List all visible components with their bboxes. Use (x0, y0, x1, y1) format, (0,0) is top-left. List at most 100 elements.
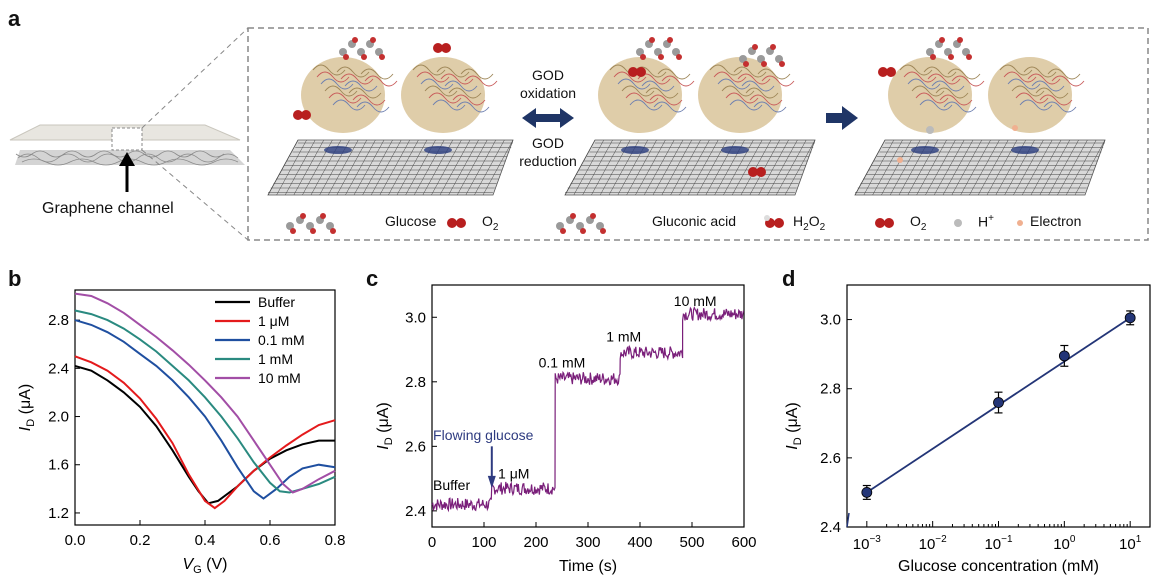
enzyme-strand (657, 68, 691, 80)
enzyme-strand (907, 78, 941, 90)
enzyme-strand (625, 92, 659, 104)
graphene-lattice-line (431, 139, 462, 196)
enzyme-strand (432, 99, 466, 111)
enzyme-strand (412, 64, 446, 76)
current-trace (431, 306, 745, 513)
graphene-lattice-line (591, 139, 622, 196)
y-tick-label: 2.0 (48, 409, 69, 426)
graphene-lattice-line (439, 139, 471, 196)
x-tick-exp: −3 (869, 534, 881, 545)
x-tick-label: 10−2 (919, 534, 948, 553)
enzyme-strand (1043, 101, 1077, 113)
legend-h2o2: H2O2 (793, 213, 825, 233)
enzyme-strand (713, 71, 747, 83)
enzyme-strand (745, 87, 779, 99)
fad-center (1011, 146, 1039, 154)
fad-center (911, 146, 939, 154)
enzyme-strand (356, 101, 390, 113)
x-tick-exp: 0 (1070, 534, 1076, 545)
enzyme-strand (729, 99, 763, 111)
y-tick-label: 2.4 (820, 519, 841, 536)
legend-molecule-atom (326, 222, 334, 230)
x-tick-label: 400 (627, 534, 652, 551)
scene-gluconic-acid (564, 37, 816, 196)
enzyme-strand (344, 80, 378, 92)
enzyme-strand (336, 66, 370, 78)
x-axis-label: Time (s) (559, 558, 617, 575)
panel-letter-a: a (8, 6, 21, 31)
x-tick-label: 10−1 (984, 534, 1013, 553)
legend-h2o2-sub2: 2 (819, 221, 826, 233)
legend-o2-sub: 2 (492, 221, 499, 233)
enzyme-strand (428, 92, 462, 104)
x-axis-label: VG (V) (182, 556, 227, 576)
graphene-lattice-line (775, 139, 807, 196)
enzyme-strand (1039, 94, 1073, 106)
legend-molecule-atom (580, 228, 586, 234)
chart-b-iv-curves: 0.0 0.2 0.4 0.6 0.8 1.2 1.6 2.0 2.4 2.8 VG (V) ID (… (17, 289, 345, 576)
series-line-0 (74, 364, 335, 505)
x-tick-base: 10 (853, 536, 870, 553)
legend-hplus-text: H (978, 213, 989, 230)
data-point (1058, 350, 1070, 362)
x-tick-base: 10 (919, 536, 936, 553)
x-tick-label: 300 (575, 534, 600, 551)
enzyme-strand (452, 94, 486, 106)
graphene-lattice-line (448, 139, 479, 196)
molecule-atom (739, 55, 747, 63)
x-axis-label-sub: G (193, 564, 202, 576)
enzyme-strand (899, 64, 933, 76)
enzyme-strand (340, 73, 374, 85)
enzyme-strand (420, 78, 454, 90)
molecule-atom (357, 48, 365, 56)
graphene-lattice-line (933, 139, 965, 196)
o2-atom (433, 43, 443, 53)
molecule-atom (339, 48, 347, 56)
data-point (861, 487, 873, 498)
legend-o2-icon (447, 218, 457, 228)
x-tick-exp: −2 (935, 534, 947, 545)
legend-molecule-atom (286, 222, 294, 230)
o2-atom (628, 67, 638, 77)
molecule-atom (752, 44, 758, 50)
double-arrow (522, 108, 574, 128)
legend-o2-text: O (482, 213, 493, 229)
y-axis-label: ID (μA) (375, 402, 395, 449)
graphene-lattice-line (396, 139, 428, 196)
y-axis-label-main: I (375, 445, 392, 450)
x-tick-label: 10−3 (853, 534, 882, 553)
legend-electron: Electron (1030, 213, 1082, 229)
graphene-sheet (267, 139, 514, 196)
god-oxidation-line1: GOD (532, 67, 564, 83)
legend-o2: O2 (482, 213, 498, 233)
legend-molecule-atom (556, 222, 564, 230)
god-oxidation-label: GOD oxidation (514, 66, 582, 102)
enzyme-strand (943, 101, 977, 113)
enzyme-strand (364, 75, 398, 87)
y-tick-label: 2.8 (48, 312, 69, 329)
electron (1012, 125, 1018, 131)
graphene-lattice-line (482, 139, 514, 196)
molecule-atom (761, 61, 767, 67)
molecule-atom (654, 48, 662, 56)
legend-o2-icon (456, 218, 466, 228)
annotation-flowing-glucose: Flowing glucose (433, 427, 534, 443)
graphene-lattice-line (635, 139, 666, 196)
fad-center (621, 146, 649, 154)
god-oxidation-line2: oxidation (519, 85, 577, 101)
y-axis-label-main: I (784, 445, 801, 450)
enzyme-blob (401, 57, 485, 133)
enzyme-strand (741, 80, 775, 92)
graphene-lattice-line (276, 139, 307, 196)
x-tick-label: 500 (679, 534, 704, 551)
molecule-atom (636, 48, 644, 56)
enzyme-strand (440, 73, 474, 85)
x-tick-label: 600 (731, 534, 756, 551)
molecule-atom (743, 61, 749, 67)
legend-molecule-atom (290, 228, 296, 234)
x-axis-label-unit: (V) (202, 556, 228, 573)
o2-atom (886, 67, 896, 77)
enzyme-strand (621, 85, 655, 97)
legend-molecule-atom (576, 222, 584, 230)
series-line-1 (74, 355, 336, 510)
